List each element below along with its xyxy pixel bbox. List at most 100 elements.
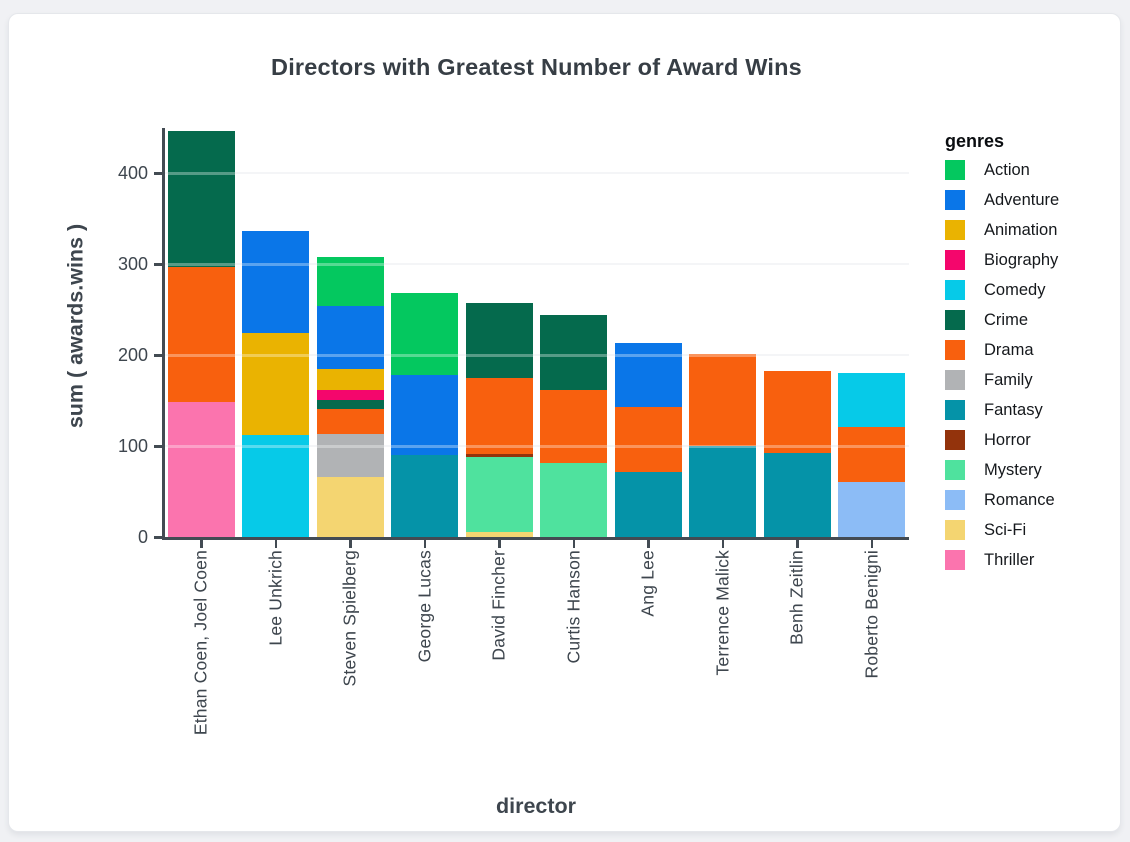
bar-segment-crime <box>465 302 533 378</box>
legend-label: Fantasy <box>984 400 1043 419</box>
bar <box>763 370 831 537</box>
x-axis-line <box>162 537 909 540</box>
x-tick-label: George Lucas <box>414 550 435 663</box>
x-tick-label: Ethan Coen, Joel Coen <box>190 550 211 736</box>
horror-swatch-icon <box>945 430 965 450</box>
legend-label: Romance <box>984 490 1055 509</box>
x-tick-mark <box>200 540 203 548</box>
bar-segment-mystery <box>540 463 608 537</box>
fantasy-swatch-icon <box>945 400 965 420</box>
drama-swatch-icon <box>945 340 965 360</box>
y-axis-line <box>162 128 165 539</box>
gridlines-behind <box>164 128 909 537</box>
bar-segment-animation <box>242 332 310 436</box>
bar-segment-mystery <box>465 457 533 533</box>
gridlines-overlay <box>164 128 909 537</box>
bar-segment-crime <box>540 315 608 390</box>
bar <box>242 230 310 537</box>
gridline <box>165 445 909 448</box>
x-tick-mark <box>423 540 426 548</box>
legend-title: genres <box>945 131 1005 151</box>
bar-segment-sci-fi <box>465 532 533 537</box>
comedy-swatch-icon <box>945 280 965 300</box>
bar <box>465 302 533 537</box>
x-tick-mark <box>349 540 352 548</box>
y-tick-label: 300 <box>117 254 148 275</box>
gridline <box>165 172 909 175</box>
legend-item: Animation <box>945 220 1117 240</box>
x-tick-mark <box>796 540 799 548</box>
legend-label: Drama <box>984 340 1034 359</box>
legend-items: Action Adventure Animation Biography Comedy C… <box>945 160 1117 570</box>
bar-segment-fantasy <box>391 455 459 537</box>
bar-segment-fantasy <box>763 453 831 537</box>
bar-segment-drama <box>614 407 682 473</box>
biography-swatch-icon <box>945 250 965 270</box>
x-tick-label: Benh Zeitlin <box>786 550 807 645</box>
legend-label: Family <box>984 370 1033 389</box>
y-tick-label: 100 <box>117 436 148 457</box>
gridline-overlay <box>165 172 909 175</box>
legend-label: Adventure <box>984 190 1060 209</box>
bar-segment-adventure <box>391 375 459 456</box>
bar-segment-drama <box>167 267 235 403</box>
bar-segment-biography <box>316 389 384 400</box>
chart-card: Directors with Greatest Number of Award … <box>8 13 1121 832</box>
bar-segment-drama <box>838 427 906 482</box>
legend-item: Thriller <box>945 550 1117 570</box>
legend-item: Crime <box>945 310 1117 330</box>
chart-title: Directors with Greatest Number of Award … <box>271 54 802 80</box>
bar <box>540 315 608 537</box>
y-tick-mark <box>154 536 164 539</box>
x-tick-label: Lee Unkrich <box>265 550 286 646</box>
legend-label: Crime <box>984 310 1028 329</box>
bar-segment-horror <box>465 454 533 458</box>
legend-label: Comedy <box>984 280 1046 299</box>
gridline-overlay <box>165 263 909 266</box>
legend-item: Comedy <box>945 280 1117 300</box>
y-tick-label: 400 <box>117 163 148 184</box>
plot-area <box>162 128 909 540</box>
x-tick-mark <box>721 540 724 548</box>
bar-segment-drama <box>465 377 533 455</box>
action-swatch-icon <box>945 160 965 180</box>
x-tick-label: Terrence Malick <box>712 550 733 676</box>
y-tick-label: 0 <box>137 527 148 547</box>
bar-segment-adventure <box>316 306 384 369</box>
legend-item: Adventure <box>945 190 1117 210</box>
legend-item: Action <box>945 160 1117 180</box>
y-tick-mark <box>154 172 164 175</box>
legend-item: Fantasy <box>945 400 1117 420</box>
y-tick-label: 200 <box>117 345 148 366</box>
bar <box>689 354 757 537</box>
legend-label: Sci-Fi <box>984 520 1027 539</box>
bars-layer <box>164 128 909 537</box>
x-tick-label: Steven Spielberg <box>339 550 360 687</box>
bar-segment-animation <box>316 368 384 390</box>
bar-segment-family <box>316 434 384 478</box>
bar-segment-fantasy <box>689 446 757 537</box>
legend-item: Family <box>945 370 1117 390</box>
legend-label: Biography <box>984 250 1059 269</box>
mystery-swatch-icon <box>945 460 965 480</box>
x-tick-label: Curtis Hanson <box>563 550 584 664</box>
bar-segment-action <box>316 257 384 307</box>
animation-swatch-icon <box>945 220 965 240</box>
family-swatch-icon <box>945 370 965 390</box>
bar-segment-drama <box>689 354 757 447</box>
x-tick-label: Roberto Benigni <box>861 550 882 679</box>
gridline <box>165 354 909 357</box>
bar <box>614 342 682 537</box>
bar-segment-crime <box>167 130 235 268</box>
legend-item: Horror <box>945 430 1117 450</box>
x-tick-mark <box>870 540 873 548</box>
y-axis-title: sum ( awards.wins ) <box>63 223 88 429</box>
legend-item: Mystery <box>945 460 1117 480</box>
x-tick-label: Ang Lee <box>637 550 658 617</box>
adventure-swatch-icon <box>945 190 965 210</box>
legend-item: Drama <box>945 340 1117 360</box>
bar-segment-drama <box>763 370 831 454</box>
y-tick-mark <box>154 445 164 448</box>
bar <box>167 130 235 537</box>
